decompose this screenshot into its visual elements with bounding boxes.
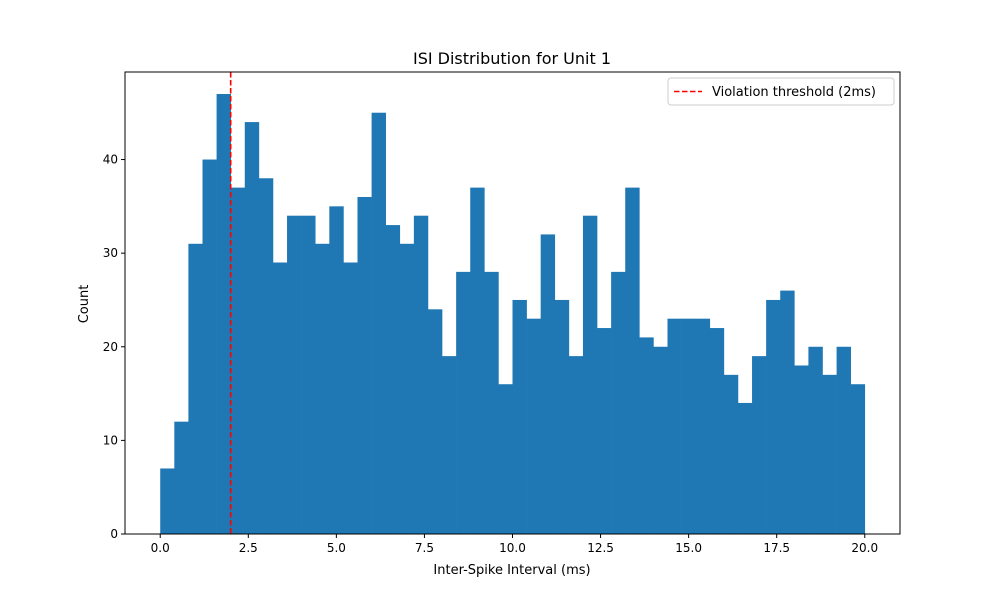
histogram-bar — [399, 243, 415, 534]
y-tick-label: 10 — [103, 433, 118, 447]
histogram-bar — [625, 187, 640, 535]
histogram-bar — [216, 94, 231, 534]
histogram-bar — [357, 196, 372, 534]
histogram-bar — [427, 309, 443, 534]
histogram-bar — [766, 299, 781, 534]
legend: Violation threshold (2ms) — [667, 77, 895, 106]
x-tick-label: 5.0 — [327, 541, 346, 555]
x-tick-label: 0.0 — [151, 541, 170, 555]
histogram-bar — [258, 178, 274, 535]
x-tick-label: 17.5 — [763, 541, 790, 555]
histogram-bar — [512, 299, 527, 534]
x-tick-label: 20.0 — [851, 541, 878, 555]
histogram-bar — [442, 356, 457, 534]
histogram-bar — [568, 356, 584, 534]
legend-threshold-label: Violation threshold (2ms) — [712, 85, 876, 100]
y-tick-label: 40 — [103, 153, 118, 167]
legend-box — [667, 77, 895, 106]
histogram-bar — [188, 243, 203, 534]
histogram-bar — [244, 122, 260, 534]
histogram-bar — [780, 290, 795, 534]
histogram-bar — [836, 346, 851, 534]
x-tick-label: 12.5 — [587, 541, 614, 555]
histogram-bar — [737, 402, 753, 534]
histogram-bar — [808, 346, 823, 534]
histogram-bar — [794, 365, 809, 534]
histogram-bar — [230, 187, 246, 535]
histogram-bar — [540, 234, 556, 534]
histogram-bar — [554, 299, 570, 534]
histogram-bar — [681, 318, 696, 534]
histogram-bar — [653, 346, 668, 534]
histogram-bar — [484, 271, 499, 534]
histogram-bar — [315, 243, 330, 534]
histogram-bar — [723, 374, 739, 534]
x-axis-label: Inter-Spike Interval (ms) — [433, 563, 590, 578]
histogram-bar — [385, 225, 401, 534]
y-tick-label: 20 — [103, 340, 118, 354]
histogram-bar — [709, 328, 725, 534]
x-tick-label: 2.5 — [239, 541, 258, 555]
y-axis: 0 10 20 30 40 — [103, 153, 125, 541]
histogram-bar — [695, 318, 711, 534]
histogram-bar — [597, 328, 612, 534]
y-tick-label: 30 — [103, 246, 118, 260]
histogram-bar — [301, 215, 316, 534]
y-axis-label: Count — [77, 285, 92, 324]
chart-title: ISI Distribution for Unit 1 — [413, 49, 611, 68]
x-tick-label: 15.0 — [675, 541, 702, 555]
histogram-bar — [639, 337, 654, 534]
histogram-bar — [526, 318, 541, 534]
histogram-bar — [822, 374, 837, 534]
histogram-bar — [160, 468, 175, 534]
histogram-bar — [498, 384, 513, 534]
histogram-bar — [413, 215, 429, 534]
x-tick-label: 7.5 — [415, 541, 434, 555]
histogram-bar — [343, 262, 358, 534]
histogram-bar — [752, 356, 767, 534]
x-tick-label: 10.0 — [499, 541, 526, 555]
histogram-bar — [456, 271, 471, 534]
histogram-bar — [287, 215, 302, 534]
histogram-bar — [850, 384, 866, 534]
histogram-bar — [470, 187, 485, 535]
histogram-bar — [371, 112, 386, 535]
histogram-bar — [329, 206, 344, 534]
histogram-bar — [667, 318, 682, 534]
histogram-bar — [202, 159, 217, 534]
histogram-bar — [582, 215, 598, 534]
y-tick-label: 0 — [110, 527, 118, 541]
x-axis: 0.0 2.5 5.0 7.5 10.0 12.5 15.0 17.5 20.0 — [151, 534, 878, 555]
histogram-bars — [160, 94, 866, 535]
histogram-bar — [611, 271, 626, 534]
histogram-bar — [272, 262, 288, 534]
histogram-bar — [174, 421, 189, 534]
